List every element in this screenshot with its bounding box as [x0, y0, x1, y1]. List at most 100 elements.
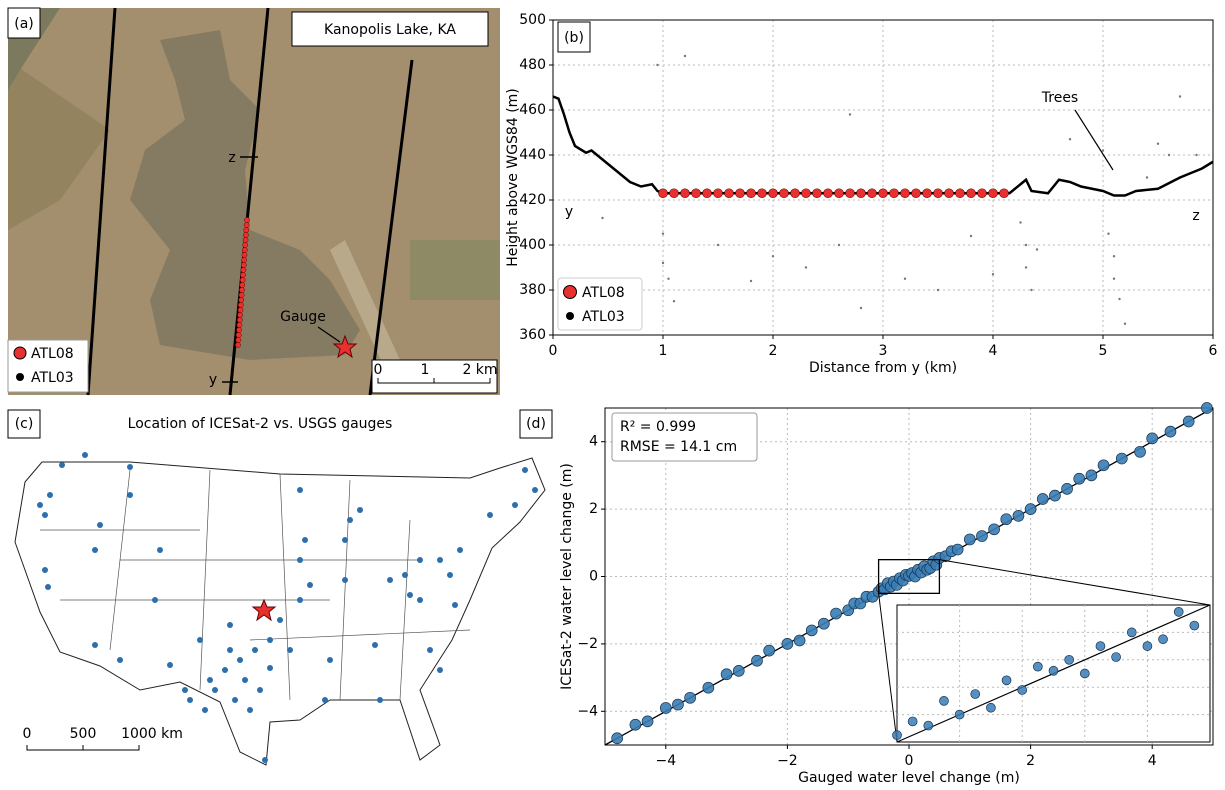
panel-label: (a) [14, 16, 34, 32]
point [1201, 402, 1213, 414]
legend-marker [563, 285, 577, 299]
inset-point [1126, 627, 1137, 638]
y-tick-label: −4 [577, 703, 598, 719]
gauge-dot [417, 597, 423, 603]
photon [1145, 176, 1149, 179]
atl08-point [691, 188, 701, 199]
gauge-dot [182, 687, 188, 693]
track-dot [239, 282, 246, 288]
track-dot [241, 257, 247, 263]
point [641, 715, 654, 728]
gauge-dot [97, 522, 103, 528]
point [629, 718, 642, 731]
atl08-point [845, 188, 855, 199]
point [720, 668, 733, 681]
gauge-dot [407, 592, 413, 598]
point [763, 644, 776, 657]
gauge-dot [257, 687, 263, 693]
legend-marker [566, 312, 574, 320]
gauge-dot [117, 657, 123, 663]
gauge-dot [127, 492, 133, 498]
point [805, 624, 818, 637]
atl08-point [977, 188, 987, 199]
stats-text: R² = 0.999 [620, 419, 696, 435]
gauge-dot [287, 647, 293, 653]
stats-box [611, 412, 758, 462]
track-dot [243, 222, 250, 228]
atl08-point [757, 188, 767, 199]
gauge-dot [212, 687, 218, 693]
inset-point [1001, 675, 1012, 686]
gauge-dot [227, 622, 233, 628]
atl03-profile [552, 95, 1214, 197]
track-dot [236, 327, 242, 333]
y-tick-label: 2 [589, 501, 598, 517]
point [830, 607, 842, 620]
photon [749, 279, 753, 283]
gauge-dot [487, 512, 493, 518]
point [818, 617, 830, 630]
point [659, 702, 672, 714]
atl08-track-points [235, 217, 250, 348]
trees-label: Trees [1041, 90, 1078, 106]
track-dot [238, 302, 244, 308]
atl08-point [669, 188, 679, 199]
gauge-dot [237, 657, 243, 663]
track-dot [235, 337, 242, 343]
point [672, 698, 684, 711]
gauge-dot [252, 647, 258, 653]
gauge-dot [387, 577, 393, 583]
point [1061, 483, 1073, 495]
scale-label: 0 [23, 726, 32, 742]
zoom-connector [939, 559, 1211, 606]
inset-point [1064, 654, 1075, 665]
track-dot [243, 227, 250, 233]
photon [601, 216, 604, 220]
track-dot [239, 287, 245, 293]
x-tick-label: 5 [1099, 343, 1108, 359]
z-label: z [228, 150, 235, 166]
gauge-dot [157, 547, 163, 553]
atl08-point [922, 188, 932, 199]
photon [1195, 153, 1198, 157]
point [1085, 469, 1098, 482]
gauge-star [332, 334, 358, 359]
atl08-point [768, 188, 778, 199]
legend-marker [16, 373, 24, 381]
atl08-point [801, 188, 811, 199]
gauge-dot [457, 547, 463, 553]
gauge-dot [202, 707, 208, 713]
scale-bar [26, 745, 140, 751]
gauge-dot [327, 657, 333, 663]
photon [667, 277, 670, 280]
atl08-point [966, 188, 976, 199]
track-dot [237, 312, 244, 318]
point [1049, 489, 1061, 502]
inset-point [923, 720, 934, 731]
gauge-dot [59, 462, 65, 468]
point [1146, 432, 1159, 445]
point [976, 530, 988, 542]
track-dot [235, 332, 242, 338]
gauge-dot [297, 487, 303, 493]
atl08-point [746, 188, 756, 199]
photon [804, 266, 808, 269]
trees-pointer [1074, 109, 1114, 171]
track-dot [235, 342, 241, 348]
plot-frame [604, 407, 1214, 746]
point [1164, 425, 1177, 438]
gauge-pointer [317, 326, 341, 343]
atl08-point [724, 188, 734, 199]
gauge-dot [437, 667, 443, 673]
photon [1167, 153, 1171, 157]
photon [683, 54, 687, 58]
point [793, 634, 806, 647]
x-tick-label: 4 [1148, 753, 1157, 769]
panel-label: (b) [564, 30, 584, 46]
y-tick-label: 440 [519, 147, 546, 163]
us-outline [14, 457, 546, 766]
start-label: y [565, 204, 573, 220]
atl08-point [988, 188, 998, 199]
x-tick-label: 0 [549, 343, 558, 359]
lake [130, 30, 360, 360]
